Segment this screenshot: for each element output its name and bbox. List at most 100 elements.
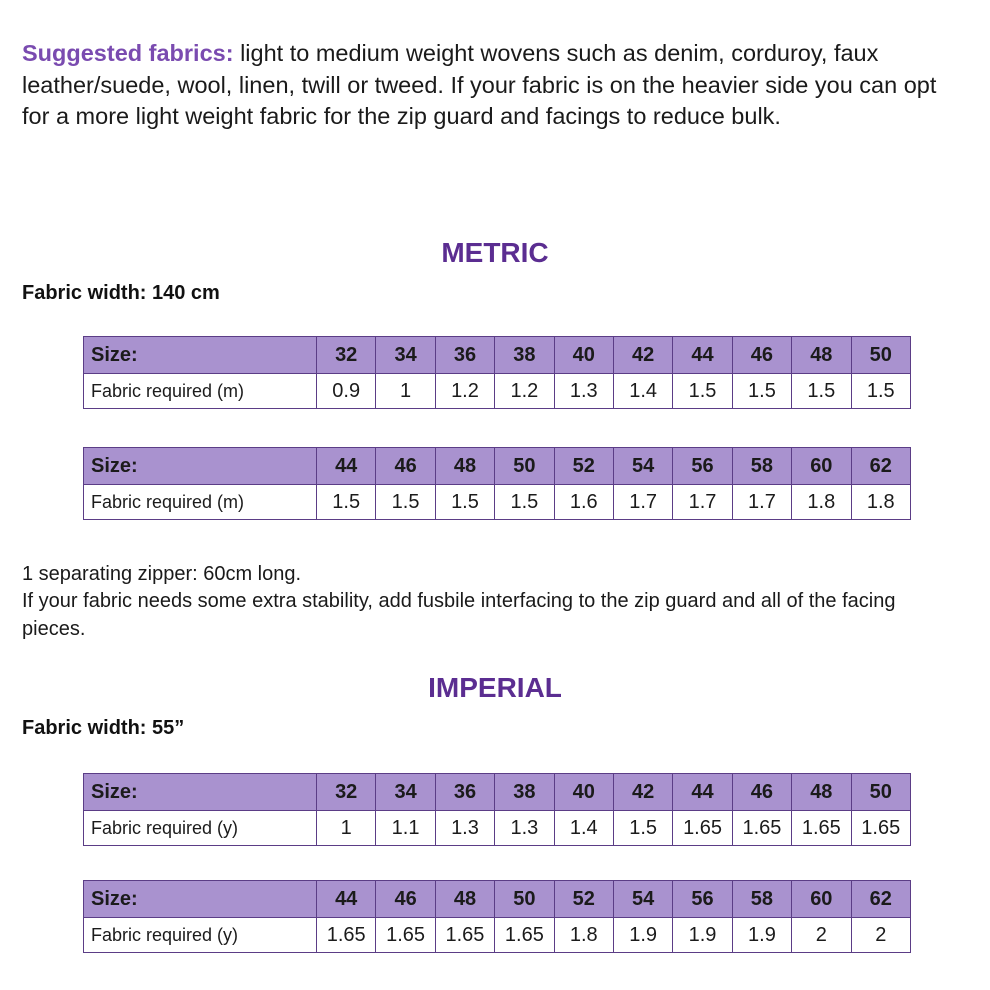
fabric-value-cell: 0.9 bbox=[315, 373, 377, 409]
fabric-value-cell: 1.7 bbox=[731, 484, 793, 520]
size-cell: 56 bbox=[672, 880, 733, 918]
metric-table-1: Size: 32 34 36 38 40 42 44 46 48 50 Fabric require… bbox=[83, 336, 912, 409]
fabric-value-cell: 1.8 bbox=[791, 484, 852, 520]
fabric-value-cell: 1.5 bbox=[434, 484, 496, 520]
size-cell: 62 bbox=[850, 447, 912, 485]
intro-text: light to medium weight wovens such as de… bbox=[22, 40, 937, 129]
size-cell: 54 bbox=[612, 447, 674, 485]
fabric-value-cell: 1.65 bbox=[850, 810, 912, 846]
size-cell: 42 bbox=[612, 336, 674, 374]
fabric-value-cell: 1.4 bbox=[612, 373, 674, 409]
fabric-value-cell: 1.9 bbox=[612, 917, 674, 953]
metric-table-2: Size: 44 46 48 50 52 54 56 58 60 62 Fabric require… bbox=[83, 447, 912, 520]
fabric-value-cell: 1.8 bbox=[553, 917, 614, 953]
size-label: Size: bbox=[83, 880, 317, 918]
fabric-value-cell: 1.7 bbox=[612, 484, 674, 520]
size-cell: 44 bbox=[315, 447, 377, 485]
size-cell: 38 bbox=[494, 773, 555, 811]
size-cell: 50 bbox=[850, 336, 912, 374]
fabric-value-cell: 1.3 bbox=[494, 810, 555, 846]
fabric-value-cell: 1.65 bbox=[494, 917, 555, 953]
size-cell: 52 bbox=[553, 447, 614, 485]
imperial-fabric-width: Fabric width: 55” bbox=[22, 717, 185, 739]
fabric-value-cell: 1.9 bbox=[672, 917, 733, 953]
fabric-value-cell: 1.5 bbox=[494, 484, 555, 520]
fabric-value-cell: 1 bbox=[375, 373, 436, 409]
size-cell: 46 bbox=[375, 447, 436, 485]
size-cell: 46 bbox=[731, 773, 793, 811]
fabric-value-cell: 2 bbox=[791, 917, 852, 953]
fabric-value-cell: 1.4 bbox=[553, 810, 614, 846]
intro-lead: Suggested fabrics: bbox=[22, 40, 234, 66]
size-cell: 36 bbox=[434, 773, 496, 811]
interfacing-note: If your fabric needs some extra stabilit… bbox=[22, 590, 896, 640]
size-cell: 40 bbox=[553, 336, 614, 374]
fabric-value-cell: 1.65 bbox=[791, 810, 852, 846]
fabric-value-cell: 1.65 bbox=[434, 917, 496, 953]
metric-heading: METRIC bbox=[441, 237, 549, 268]
fabric-value-cell: 1.1 bbox=[375, 810, 436, 846]
fabric-value-cell: 1.2 bbox=[494, 373, 555, 409]
fabric-value-cell: 1.65 bbox=[375, 917, 436, 953]
imperial-heading: IMPERIAL bbox=[428, 672, 562, 703]
size-label: Size: bbox=[83, 447, 317, 485]
size-cell: 44 bbox=[672, 773, 733, 811]
fabric-value-cell: 2 bbox=[850, 917, 912, 953]
size-cell: 42 bbox=[612, 773, 674, 811]
fabric-value-cell: 1.5 bbox=[315, 484, 377, 520]
size-cell: 54 bbox=[612, 880, 674, 918]
fabric-value-cell: 1.5 bbox=[731, 373, 793, 409]
imperial-table-1: Size: 32 34 36 38 40 42 44 46 48 50 Fabric require… bbox=[83, 773, 912, 846]
size-cell: 46 bbox=[375, 880, 436, 918]
size-cell: 60 bbox=[791, 447, 852, 485]
size-cell: 46 bbox=[731, 336, 793, 374]
zipper-note: 1 separating zipper: 60cm long. bbox=[22, 563, 302, 585]
fabric-value-cell: 1.65 bbox=[315, 917, 377, 953]
size-cell: 50 bbox=[494, 880, 555, 918]
size-cell: 32 bbox=[315, 336, 377, 374]
size-label: Size: bbox=[83, 336, 317, 374]
fabric-value-cell: 1.5 bbox=[375, 484, 436, 520]
metric-fabric-width: Fabric width: 140 cm bbox=[22, 282, 220, 304]
fabric-value-cell: 1.65 bbox=[672, 810, 733, 846]
fabric-value-cell: 1.9 bbox=[731, 917, 793, 953]
size-cell: 44 bbox=[672, 336, 733, 374]
size-cell: 48 bbox=[791, 773, 852, 811]
size-cell: 40 bbox=[553, 773, 614, 811]
fabric-value-cell: 1.5 bbox=[672, 373, 733, 409]
fabric-value-cell: 1.65 bbox=[731, 810, 793, 846]
fabric-value-cell: 1.3 bbox=[434, 810, 496, 846]
fabric-value-cell: 1.3 bbox=[553, 373, 614, 409]
size-cell: 56 bbox=[672, 447, 733, 485]
size-cell: 44 bbox=[315, 880, 377, 918]
size-cell: 50 bbox=[850, 773, 912, 811]
fabric-required-label: Fabric required (m) bbox=[83, 373, 317, 409]
imperial-table-2: Size: 44 46 48 50 52 54 56 58 60 62 Fabric require… bbox=[83, 880, 912, 953]
size-cell: 50 bbox=[494, 447, 555, 485]
size-cell: 34 bbox=[375, 773, 436, 811]
fabric-value-cell: 1.5 bbox=[850, 373, 912, 409]
fabric-value-cell: 1.6 bbox=[553, 484, 614, 520]
size-cell: 32 bbox=[315, 773, 377, 811]
size-cell: 48 bbox=[434, 447, 496, 485]
fabric-required-label: Fabric required (y) bbox=[83, 917, 317, 953]
size-cell: 60 bbox=[791, 880, 852, 918]
size-cell: 48 bbox=[791, 336, 852, 374]
fabric-value-cell: 1.5 bbox=[791, 373, 852, 409]
size-cell: 38 bbox=[494, 336, 555, 374]
fabric-required-label: Fabric required (m) bbox=[83, 484, 317, 520]
size-cell: 34 bbox=[375, 336, 436, 374]
size-cell: 52 bbox=[553, 880, 614, 918]
fabric-value-cell: 1.8 bbox=[850, 484, 912, 520]
fabric-value-cell: 1.2 bbox=[434, 373, 496, 409]
size-cell: 58 bbox=[731, 447, 793, 485]
size-cell: 58 bbox=[731, 880, 793, 918]
size-cell: 48 bbox=[434, 880, 496, 918]
size-cell: 36 bbox=[434, 336, 496, 374]
intro-paragraph: Suggested fabrics: light to medium weigh… bbox=[22, 38, 962, 133]
fabric-value-cell: 1 bbox=[315, 810, 377, 846]
fabric-value-cell: 1.7 bbox=[672, 484, 733, 520]
size-label: Size: bbox=[83, 773, 317, 811]
fabric-required-label: Fabric required (y) bbox=[83, 810, 317, 846]
size-cell: 62 bbox=[850, 880, 912, 918]
